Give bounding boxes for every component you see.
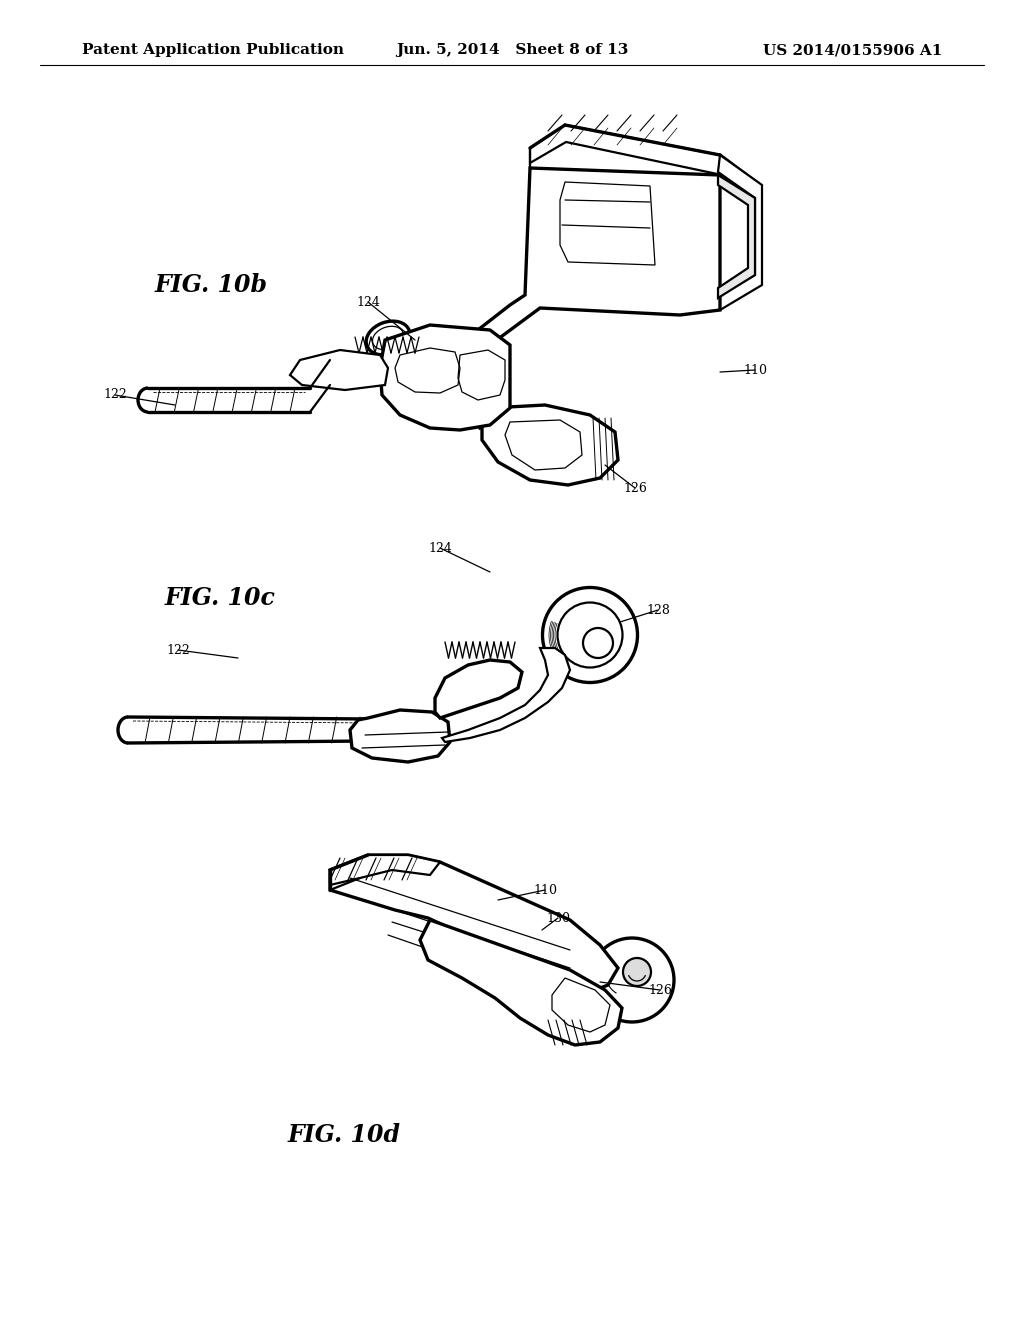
Text: 110: 110 <box>534 883 557 896</box>
Polygon shape <box>380 325 510 430</box>
Text: Jun. 5, 2014   Sheet 8 of 13: Jun. 5, 2014 Sheet 8 of 13 <box>396 44 628 57</box>
Polygon shape <box>435 660 522 718</box>
Polygon shape <box>530 125 760 201</box>
Ellipse shape <box>557 602 623 668</box>
Text: 124: 124 <box>428 541 452 554</box>
Polygon shape <box>330 855 618 993</box>
Polygon shape <box>718 176 755 298</box>
Text: 122: 122 <box>166 644 189 656</box>
Text: 110: 110 <box>743 363 767 376</box>
Text: 126: 126 <box>648 983 672 997</box>
Text: 126: 126 <box>623 482 647 495</box>
Polygon shape <box>460 168 720 428</box>
Polygon shape <box>350 710 450 762</box>
Text: 130: 130 <box>546 912 570 924</box>
Text: FIG. 10d: FIG. 10d <box>288 1123 401 1147</box>
Text: 124: 124 <box>356 296 380 309</box>
Text: US 2014/0155906 A1: US 2014/0155906 A1 <box>763 44 942 57</box>
Text: 128: 128 <box>646 603 670 616</box>
Ellipse shape <box>543 587 638 682</box>
Circle shape <box>623 958 651 986</box>
Polygon shape <box>442 648 570 742</box>
Polygon shape <box>482 405 618 484</box>
Polygon shape <box>330 855 440 884</box>
Ellipse shape <box>367 321 410 355</box>
Polygon shape <box>675 154 762 310</box>
Circle shape <box>583 628 613 657</box>
Text: 122: 122 <box>103 388 127 401</box>
Text: FIG. 10c: FIG. 10c <box>165 586 275 610</box>
Polygon shape <box>290 350 388 389</box>
Text: FIG. 10b: FIG. 10b <box>155 273 268 297</box>
Text: Patent Application Publication: Patent Application Publication <box>82 44 344 57</box>
Circle shape <box>590 939 674 1022</box>
Polygon shape <box>420 920 622 1045</box>
